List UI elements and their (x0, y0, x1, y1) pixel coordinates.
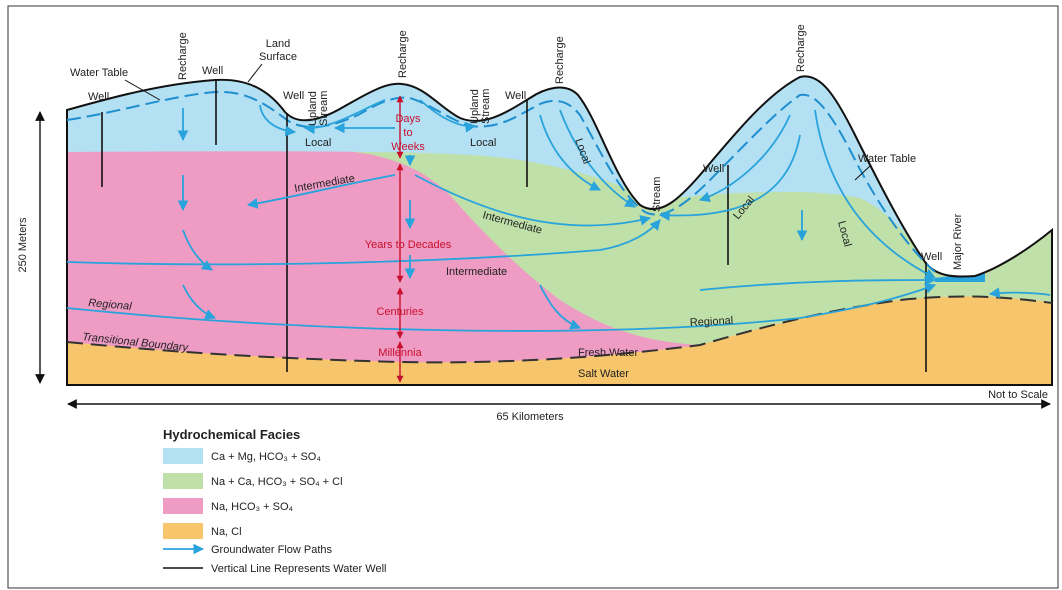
legend-label: Na + Ca, HCO₃ + SO₄ + Cl (211, 476, 343, 488)
flow-path (66, 219, 661, 266)
label: Local (305, 137, 331, 149)
label: Recharge (397, 30, 409, 78)
legend-label: Vertical Line Represents Water Well (211, 563, 386, 575)
label: Well (703, 163, 724, 175)
label: Well (88, 91, 109, 103)
flow-path (182, 284, 217, 320)
horizontal-scale-label: 65 Kilometers (496, 411, 564, 423)
label: Water Table (858, 153, 916, 165)
flow-path (259, 104, 297, 137)
leader (124, 79, 161, 101)
label: Surface (259, 51, 297, 63)
time-label: to (403, 127, 412, 139)
transitional-boundary-line (66, 295, 1053, 364)
flow-path (414, 174, 652, 227)
flow-path (988, 287, 1051, 299)
flow-path (539, 114, 601, 191)
label: Stream (318, 91, 330, 126)
flow-path (539, 284, 582, 330)
flow-path (182, 229, 213, 271)
label: Regional (88, 297, 133, 313)
label: Stream (480, 89, 492, 124)
label: Fresh Water (578, 347, 638, 359)
wells (101, 80, 927, 372)
label: Local (470, 137, 496, 149)
time-label: Weeks (391, 141, 425, 153)
label: Regional (690, 315, 734, 329)
land-surface (66, 75, 1053, 386)
legend-swatch (163, 473, 203, 489)
label: Well (283, 90, 304, 102)
legend-label: Na, HCO₃ + SO₄ (211, 501, 294, 513)
legend-label: Groundwater Flow Paths (211, 544, 333, 556)
legend-swatch (163, 523, 203, 539)
legend-title: Hydrochemical Facies (163, 427, 300, 442)
label: Recharge (177, 32, 189, 80)
flow-path (246, 174, 396, 209)
label: Well (921, 251, 942, 263)
label: Water Table (70, 67, 128, 79)
flow-path (419, 99, 477, 133)
label: Recharge (795, 24, 807, 72)
legend-label: Na, Cl (211, 526, 242, 538)
flow-path (698, 114, 791, 203)
label: Upland (307, 91, 319, 126)
label: Upland (469, 89, 481, 124)
label: Major River (952, 213, 964, 270)
leader (247, 63, 263, 83)
scale-note: Not to Scale (988, 389, 1048, 401)
legend-swatch (163, 448, 203, 464)
label: Well (505, 90, 526, 102)
legend: Hydrochemical Facies Ca + Mg, HCO₃ + SO₄… (163, 427, 386, 575)
time-label: Millennia (378, 347, 422, 359)
label: Land (266, 38, 290, 50)
label: Stream (651, 177, 663, 212)
time-label: Centuries (376, 306, 424, 318)
flow-path (66, 283, 937, 332)
label: Salt Water (578, 368, 629, 380)
vertical-scale-label: 250 Meters (17, 217, 29, 273)
legend-swatch (163, 498, 203, 514)
time-scale: Days to Weeks Years to Decades Centuries… (365, 95, 452, 383)
label: Recharge (554, 36, 566, 84)
legend-label: Ca + Mg, HCO₃ + SO₄ (211, 451, 321, 463)
flow-path (814, 109, 936, 279)
water-table-line (66, 90, 936, 273)
cross-section (67, 76, 1052, 385)
flow-path (699, 274, 937, 291)
flow-path (303, 99, 386, 135)
time-label: Years to Decades (365, 239, 452, 251)
scale: 250 Meters 65 Kilometers Not to Scale (17, 111, 1051, 423)
flow-path (658, 134, 801, 221)
time-label: Days (395, 113, 421, 125)
frame (7, 5, 1059, 589)
label: Intermediate (446, 266, 507, 278)
label: Well (202, 65, 223, 77)
flow-path (559, 109, 636, 208)
flow-paths (66, 99, 1051, 332)
leader (854, 165, 871, 181)
